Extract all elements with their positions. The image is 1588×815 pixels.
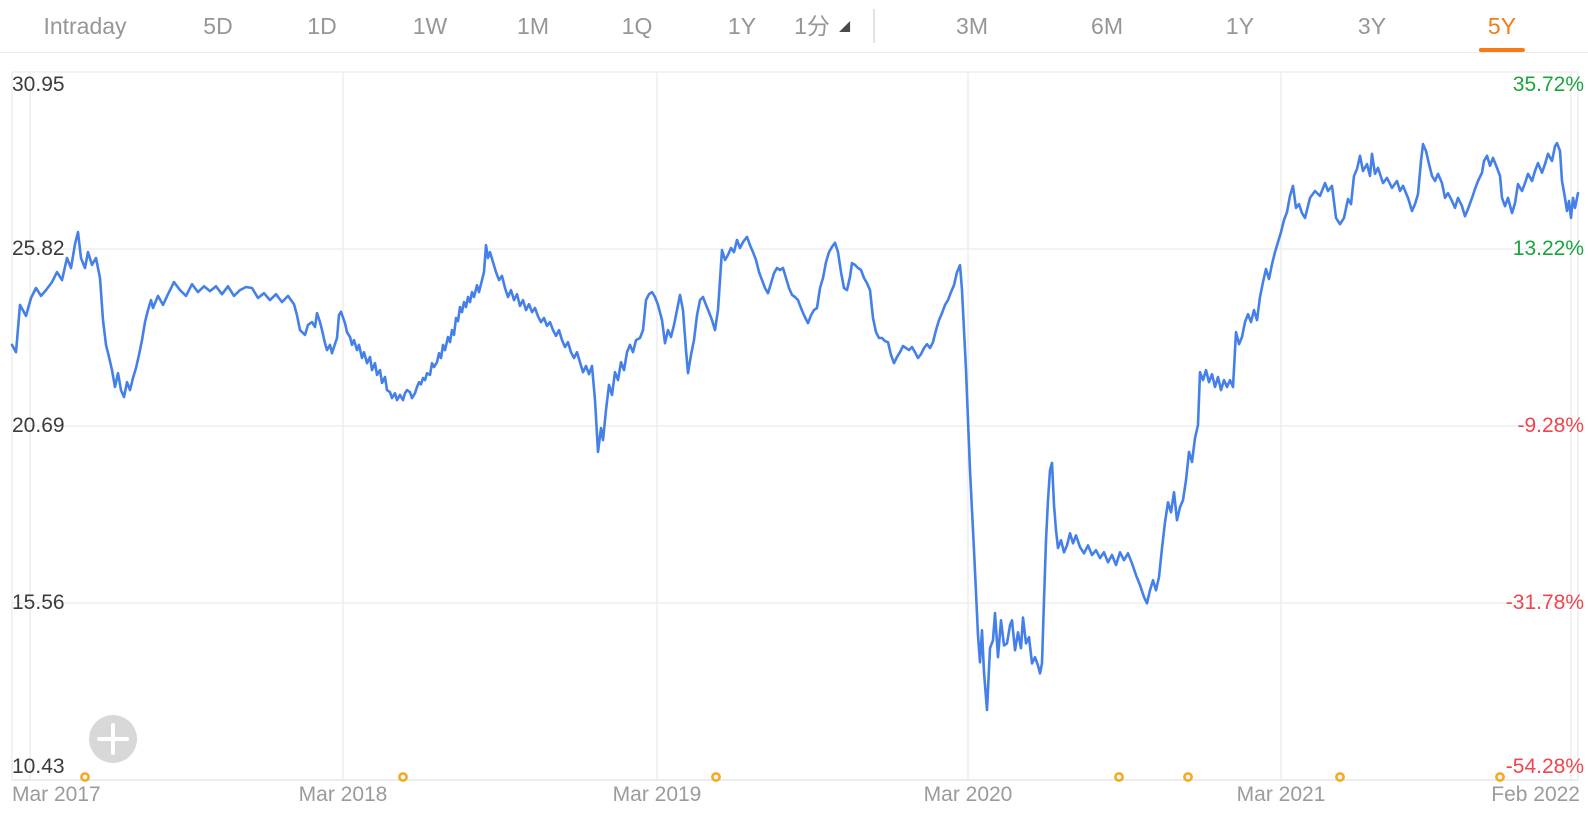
event-marker-dot[interactable] (1495, 772, 1505, 782)
active-tab-underline (1478, 48, 1525, 52)
y-axis-price-label: 30.95 (12, 73, 65, 96)
period-toolbar: Intraday 5D 1D 1W 1M 1Q 1Y 1分 3M 6M 1Y 3Y 5Y (0, 0, 1588, 53)
tab-right-1y[interactable]: 1Y (1225, 13, 1255, 39)
x-axis-date-label: Feb 2022 (1491, 783, 1580, 806)
tab-left-1分[interactable]: 1分 (794, 0, 850, 52)
tab-left-1d[interactable]: 1D (307, 13, 337, 39)
y-axis-price-label: 10.43 (12, 755, 65, 778)
x-axis-date-label: Mar 2018 (298, 783, 388, 806)
y-axis-percent-label: 35.72% (1512, 73, 1584, 96)
event-marker-dot[interactable] (711, 772, 721, 782)
event-marker-dot[interactable] (398, 772, 408, 782)
tab-right-6m[interactable]: 6M (1091, 13, 1123, 39)
y-axis-percent-label: 13.22% (1512, 237, 1584, 260)
y-axis-price-label: 25.82 (12, 237, 65, 260)
x-axis-date-label: Mar 2019 (612, 783, 702, 806)
y-axis-percent-label: -31.78% (1505, 591, 1584, 614)
tab-left-1q[interactable]: 1Q (621, 13, 653, 39)
plus-button[interactable] (89, 715, 137, 763)
tab-right-3m[interactable]: 3M (956, 13, 988, 39)
event-marker-dot[interactable] (1335, 772, 1345, 782)
toolbar-divider (873, 9, 875, 43)
event-marker-dot[interactable] (1114, 772, 1124, 782)
y-axis-percent-label: -54.28% (1505, 755, 1584, 778)
price-line (10, 141, 1580, 712)
x-axis-date-label: Mar 2020 (923, 783, 1013, 806)
event-marker-dot[interactable] (80, 772, 90, 782)
tab-left-intraday[interactable]: Intraday (43, 13, 127, 39)
tab-left-1w[interactable]: 1W (412, 13, 448, 39)
tab-right-5y[interactable]: 5Y (1478, 0, 1525, 52)
event-marker-dot[interactable] (1183, 772, 1193, 782)
x-axis-date-label: Mar 2021 (1236, 783, 1326, 806)
y-axis-price-label: 20.69 (12, 414, 65, 437)
x-axis-date-label: Mar 2017 (12, 783, 101, 806)
tab-left-5d[interactable]: 5D (203, 13, 233, 39)
tab-right-3y[interactable]: 3Y (1357, 13, 1387, 39)
dropdown-arrow-icon[interactable] (838, 21, 850, 32)
y-axis-price-label: 15.56 (12, 591, 65, 614)
y-axis-percent-label: -9.28% (1517, 414, 1584, 437)
tab-left-1y[interactable]: 1Y (727, 13, 757, 39)
tab-left-1m[interactable]: 1M (517, 13, 549, 39)
